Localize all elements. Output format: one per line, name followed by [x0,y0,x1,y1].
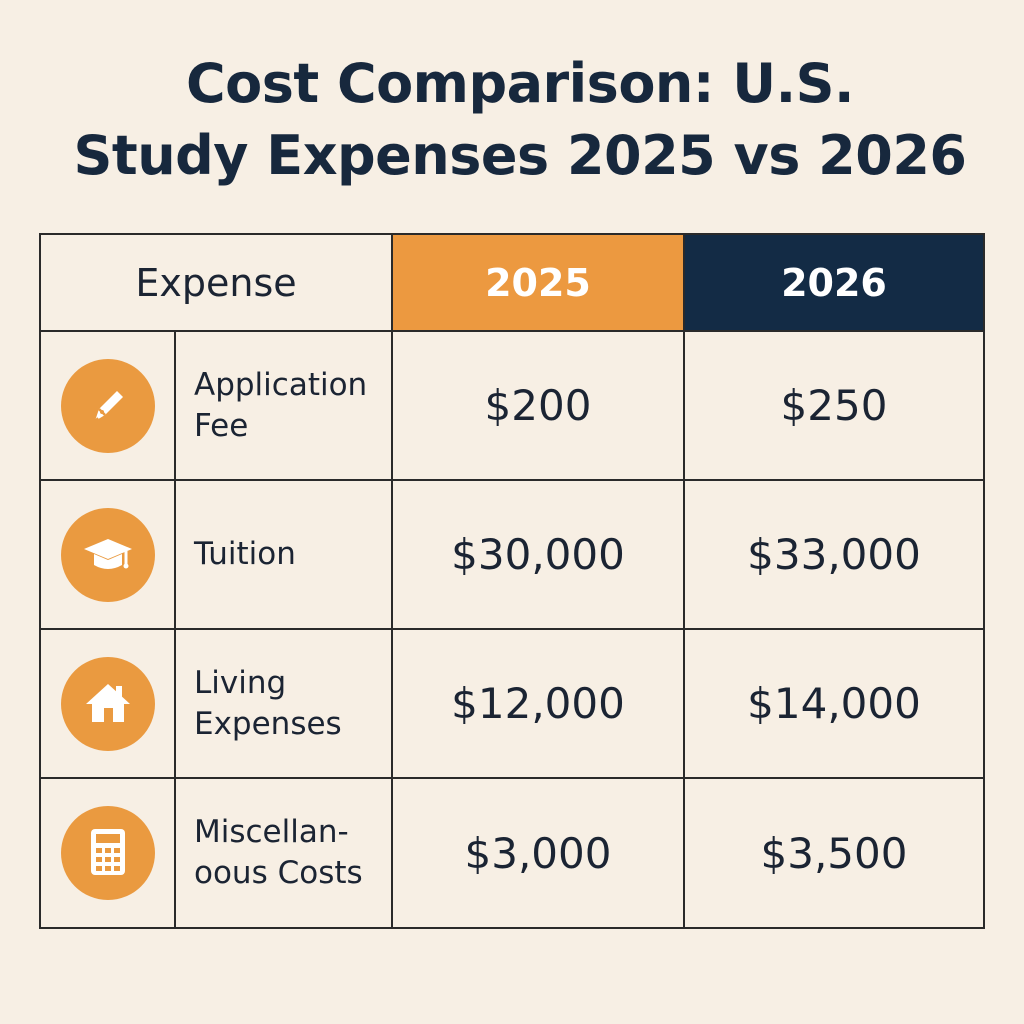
row-icon-cell [41,779,176,927]
expense-name: Living Expenses [176,630,393,777]
value-2025: $12,000 [393,630,685,777]
value-2026: $14,000 [747,679,921,728]
title-line-1: Cost Comparison: U.S. [185,52,855,115]
table-row: Miscellan- oous Costs $3,000 $3,500 [41,779,983,927]
value-2026: $250 [780,381,888,430]
table-row: Application Fee $200 $250 [41,332,983,481]
value-2026: $33,000 [747,530,921,579]
cost-table: Expense 2025 2026 Application Fee $200 $… [39,233,985,929]
row-icon-cell [41,332,176,479]
value-2025: $3,000 [393,779,685,927]
pen-icon [60,358,155,453]
header-2026: 2026 [685,235,983,332]
expense-name: Miscellan- oous Costs [176,779,393,927]
expense-label: Application Fee [194,366,368,444]
row-icon-cell [41,481,176,628]
table-row: Tuition $30,000 $33,000 [41,481,983,630]
expense-name: Tuition [176,481,393,628]
title-line-2: Study Expenses 2025 vs 2026 [73,124,967,187]
header-2025: 2025 [393,235,685,332]
table-row: Living Expenses $12,000 $14,000 [41,630,983,779]
graduation-cap-icon [60,507,155,602]
header-expense: Expense [41,235,393,332]
chart-title: Cost Comparison: U.S. Study Expenses 202… [60,48,980,192]
value-2026: $3,500 [760,828,908,878]
row-icon-cell [41,630,176,777]
expense-label: Miscellan- oous Costs [194,814,363,891]
expense-name: Application Fee [176,332,393,479]
expense-label: Tuition [194,536,296,572]
expense-label: Living Expenses [194,664,342,742]
value-2025: $30,000 [393,481,685,628]
calculator-icon [60,806,155,900]
house-icon [60,656,155,751]
value-2025: $200 [393,332,685,479]
